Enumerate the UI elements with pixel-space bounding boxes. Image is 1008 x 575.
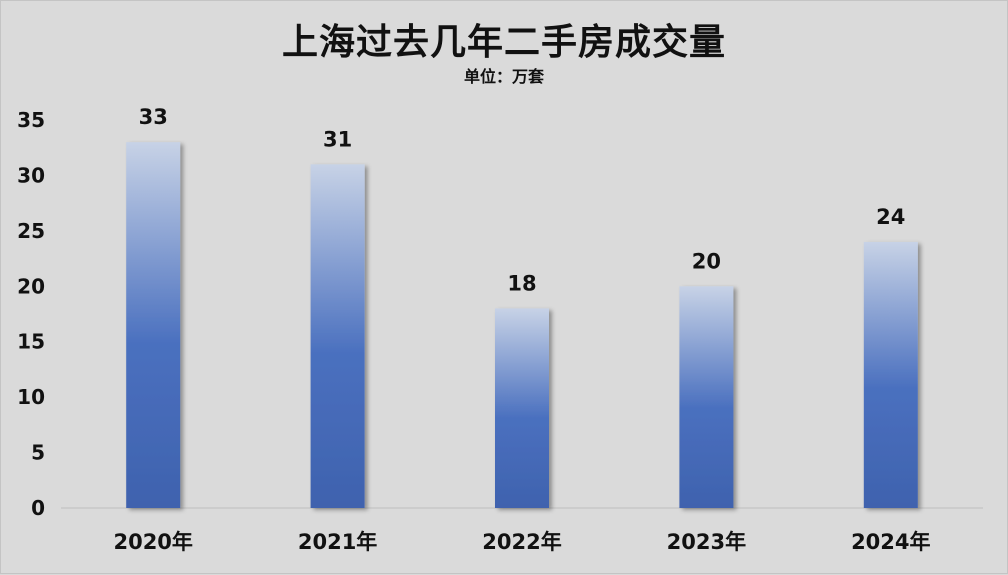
chart-subtitle: 单位：万套: [463, 67, 544, 86]
x-category-label: 2022年: [482, 530, 561, 554]
x-category-label: 2024年: [851, 530, 930, 554]
x-category-label: 2021年: [298, 530, 377, 554]
bar-2023年: [679, 286, 734, 508]
y-tick-label: 10: [17, 385, 45, 409]
bar-2021年: [310, 164, 365, 509]
data-label: 18: [507, 271, 536, 295]
data-label: 24: [876, 205, 905, 229]
bar-2024年: [863, 241, 918, 508]
y-tick-label: 15: [17, 330, 45, 354]
y-tick-label: 5: [31, 441, 45, 465]
bar-2020年: [126, 142, 181, 508]
chart-title: 上海过去几年二手房成交量: [281, 22, 726, 63]
y-tick-label: 25: [17, 219, 45, 243]
y-tick-label: 0: [31, 496, 45, 520]
bar-2022年: [495, 308, 549, 508]
data-label: 31: [323, 127, 352, 151]
y-tick-label: 30: [17, 163, 45, 187]
data-label: 20: [692, 249, 721, 273]
x-category-label: 2020年: [113, 530, 192, 554]
x-category-label: 2023年: [667, 530, 746, 554]
y-tick-label: 35: [17, 108, 45, 132]
data-label: 33: [139, 105, 168, 129]
y-tick-label: 20: [17, 274, 45, 298]
